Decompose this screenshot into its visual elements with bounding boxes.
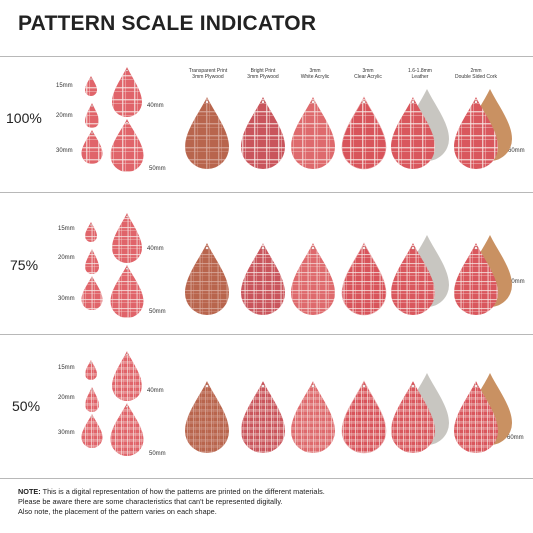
- teardrop-60mm-transparent-plywood: [185, 381, 229, 453]
- size-label-30mm: 30mm: [58, 430, 75, 436]
- material-header-leather: 1.6-1.8mm Leather: [390, 68, 450, 80]
- material-line2: Clear Acrylic: [354, 73, 382, 80]
- scale-label-100: 100%: [6, 110, 42, 126]
- teardrop-20mm: [85, 103, 99, 128]
- scale-label-75: 75%: [10, 257, 39, 273]
- teardrop-60mm-transparent-plywood: [185, 97, 229, 169]
- teardrop-15mm: [85, 360, 97, 380]
- material-line1: 3mm: [309, 68, 321, 74]
- note-text-1: This is a digital representation of how …: [42, 487, 325, 496]
- divider-top: [0, 56, 533, 57]
- teardrop-50mm: [110, 265, 144, 318]
- teardrop-50mm: [110, 403, 144, 456]
- teardrop-40mm: [112, 351, 142, 401]
- teardrop-60mm-leather: [391, 381, 435, 453]
- teardrop-60mm-bright-plywood: [241, 381, 285, 453]
- size-label-20mm: 20mm: [58, 395, 75, 401]
- scale-label-50: 50%: [12, 398, 41, 414]
- material-header-white-acrylic: 3mm White Acrylic: [285, 68, 345, 80]
- teardrop-60mm-bright-plywood: [241, 97, 285, 169]
- size-label-15mm: 15mm: [58, 365, 75, 371]
- teardrop-30mm: [81, 276, 103, 310]
- note-block: NOTE: This is a digital representation o…: [18, 487, 528, 516]
- teardrop-60mm-clear-acrylic: [341, 380, 387, 454]
- teardrop-60mm-cork: [454, 243, 498, 315]
- teardrop-20mm: [85, 387, 99, 412]
- size-label-40mm: 40mm: [147, 103, 164, 109]
- size-label-15mm: 15mm: [58, 226, 75, 232]
- size-label-40mm: 40mm: [147, 246, 164, 252]
- size-label-50mm: 50mm: [149, 166, 166, 172]
- page-title: PATTERN SCALE INDICATOR: [18, 12, 317, 35]
- teardrop-60mm-cork: [454, 97, 498, 169]
- material-line1: 2mm: [470, 68, 482, 74]
- teardrop-60mm-white-acrylic: [291, 381, 335, 453]
- material-header-cork: 2mm Double Sided Cork: [446, 68, 506, 80]
- size-label-20mm: 20mm: [58, 255, 75, 261]
- material-line1: Bright Print: [250, 68, 276, 74]
- material-header-bright-plywood: Bright Print 3mm Plywood: [233, 68, 293, 80]
- size-label-50mm: 50mm: [149, 309, 166, 315]
- teardrop-60mm-white-acrylic: [291, 97, 335, 169]
- teardrop-15mm: [85, 222, 97, 242]
- size-label-30mm: 30mm: [58, 296, 75, 302]
- size-label-60mm: 60mm: [507, 435, 524, 441]
- teardrop-60mm-white-acrylic: [291, 243, 335, 315]
- material-header-transparent-plywood: Transparent Print 3mm Plywood: [178, 68, 238, 80]
- size-label-50mm: 50mm: [149, 451, 166, 457]
- material-line1: 1.6-1.8mm: [408, 68, 432, 74]
- note-line-1: NOTE: This is a digital representation o…: [18, 487, 528, 497]
- size-label-40mm: 40mm: [147, 388, 164, 394]
- teardrop-60mm-clear-acrylic: [341, 242, 387, 316]
- teardrop-30mm: [81, 130, 103, 164]
- size-label-20mm: 20mm: [56, 113, 73, 119]
- teardrop-60mm-leather: [391, 97, 435, 169]
- material-line1: 3mm: [362, 68, 374, 74]
- material-line2: White Acrylic: [300, 73, 330, 80]
- teardrop-60mm-leather: [391, 243, 435, 315]
- divider-1: [0, 192, 533, 193]
- size-label-60mm: 60mm: [508, 148, 525, 154]
- size-label-60mm: 60mm: [508, 279, 525, 285]
- teardrop-60mm-cork: [454, 381, 498, 453]
- material-line2: Double Sided Cork: [455, 73, 497, 80]
- material-line1: Transparent Print: [188, 68, 228, 74]
- teardrop-20mm: [85, 249, 99, 274]
- teardrop-60mm-transparent-plywood: [185, 243, 229, 315]
- material-header-clear-acrylic: 3mm Clear Acrylic: [338, 68, 398, 80]
- teardrop-60mm-bright-plywood: [241, 243, 285, 315]
- material-line2: 3mm Plywood: [192, 73, 224, 80]
- teardrop-40mm: [112, 67, 142, 117]
- divider-bottom: [0, 478, 533, 479]
- size-label-15mm: 15mm: [56, 83, 73, 89]
- teardrop-30mm: [81, 414, 103, 448]
- size-label-30mm: 30mm: [56, 148, 73, 154]
- teardrop-60mm-clear-acrylic: [341, 96, 387, 170]
- note-text-2: Please be aware there are some character…: [18, 496, 283, 506]
- material-line2: Leather: [411, 73, 429, 80]
- divider-2: [0, 334, 533, 335]
- teardrop-40mm: [112, 213, 142, 263]
- note-text-3: Also note, the placement of the pattern …: [18, 506, 217, 516]
- material-line2: 3mm Plywood: [247, 73, 279, 80]
- teardrop-15mm: [85, 76, 97, 96]
- note-label: NOTE:: [18, 487, 41, 496]
- teardrop-50mm: [110, 119, 144, 173]
